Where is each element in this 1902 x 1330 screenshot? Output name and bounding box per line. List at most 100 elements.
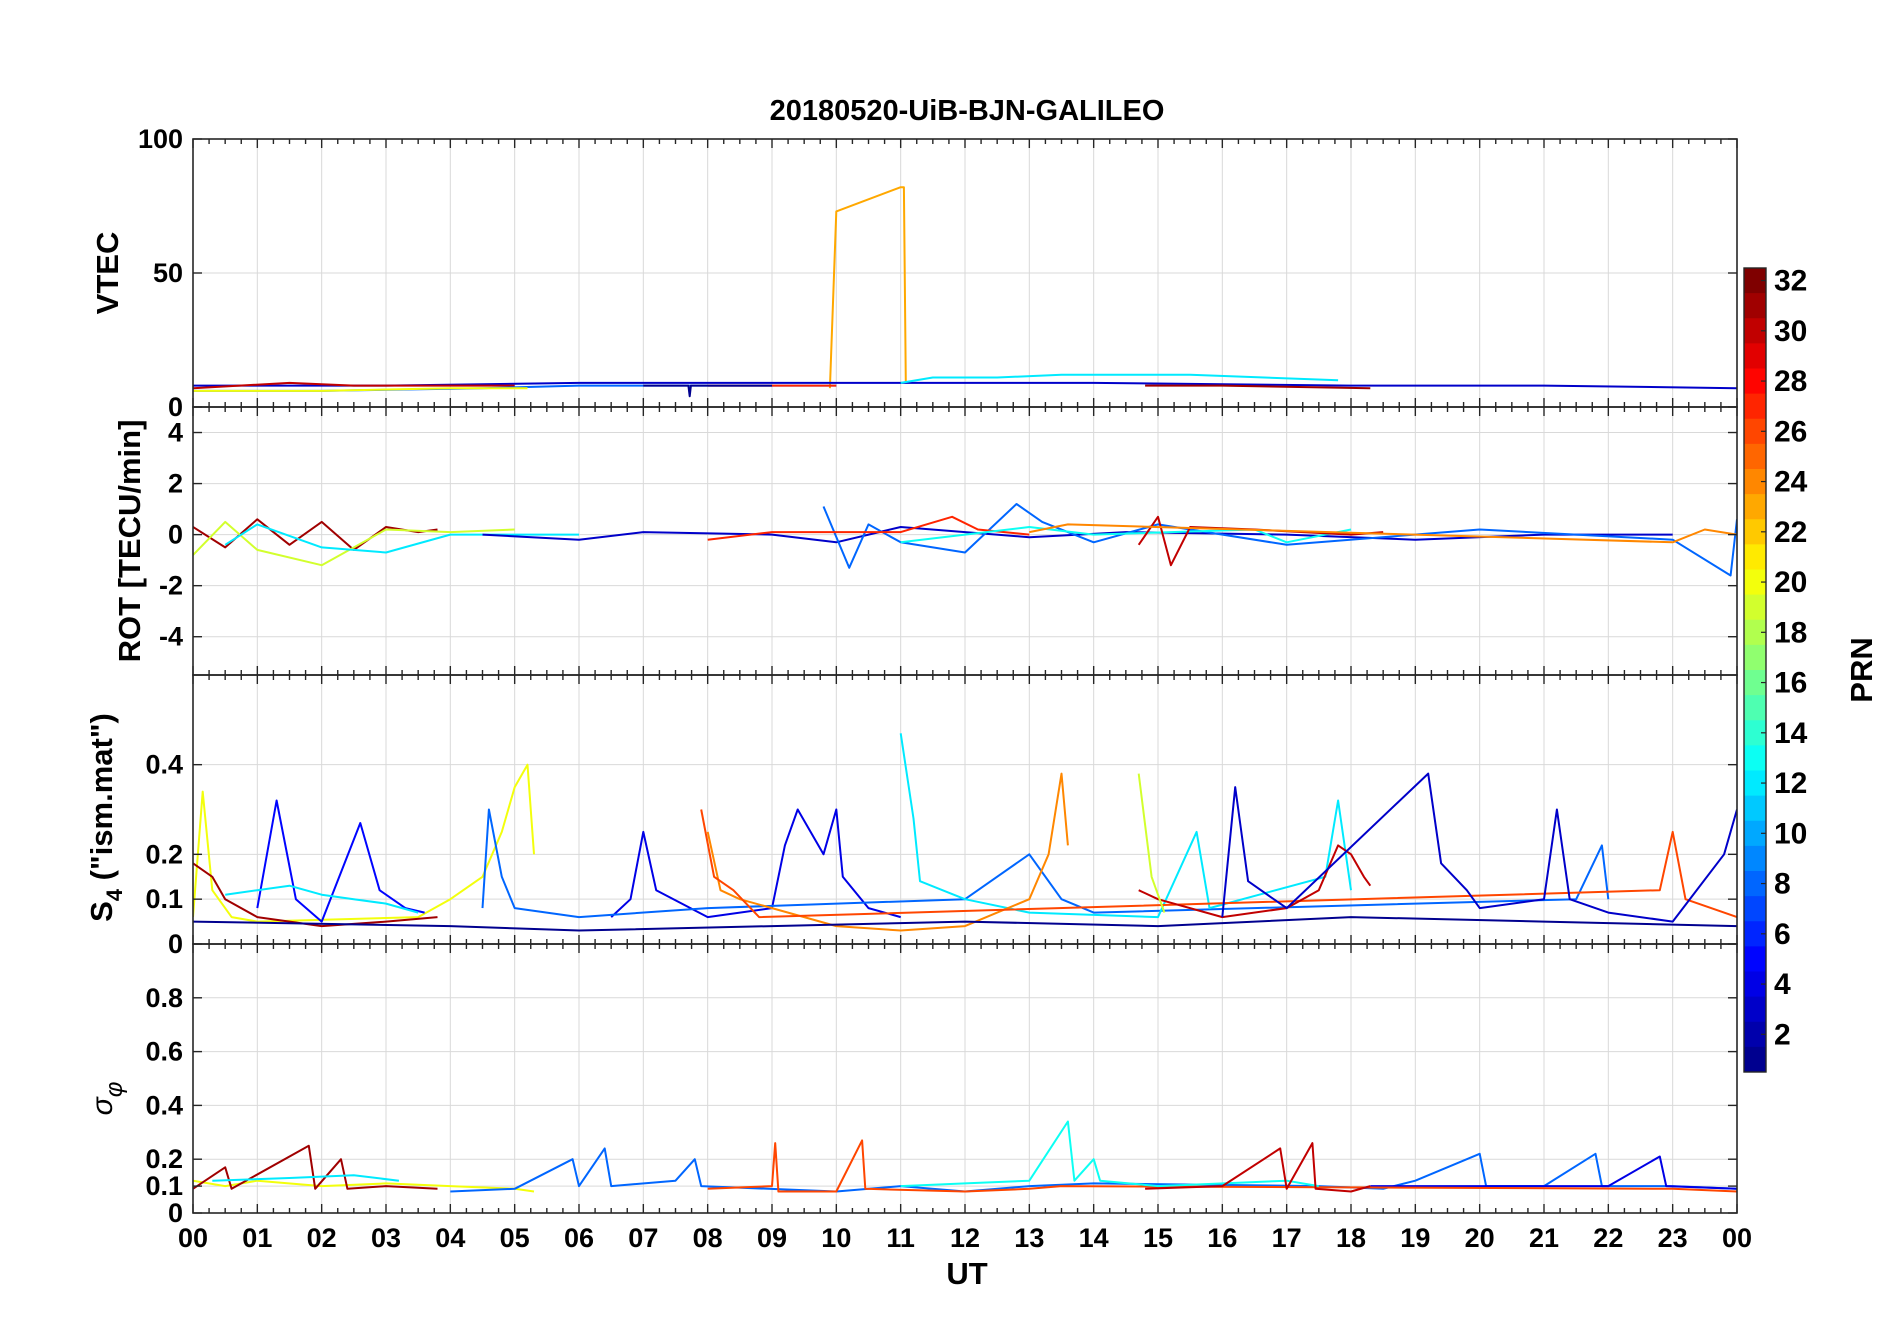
sigma_phi-series-group <box>193 1120 1737 1193</box>
series-prn-19 <box>1137 773 1166 913</box>
rot-ticks <box>192 407 1738 675</box>
series-prn-30 <box>1145 1142 1371 1193</box>
colorbar-band <box>1744 594 1766 621</box>
y-tick-label: 0.4 <box>145 1090 183 1120</box>
x-tick-label: 14 <box>1079 1223 1109 1253</box>
vtec-series-group <box>193 186 1737 398</box>
x-tick-label: 12 <box>950 1223 980 1253</box>
colorbar-tick-label: 4 <box>1774 968 1791 1001</box>
series-prn-31 <box>193 862 438 928</box>
x-tick-label: 05 <box>500 1223 530 1253</box>
colorbar-band <box>1744 996 1766 1023</box>
series-prn-12 <box>900 373 1339 384</box>
x-tick-label: 16 <box>1207 1223 1237 1253</box>
series-prn-5 <box>256 799 425 923</box>
series-prn-30 <box>1138 844 1372 919</box>
colorbar-tick-label: 20 <box>1774 566 1807 599</box>
colorbar-band <box>1744 494 1766 520</box>
s4-ticks <box>192 675 1738 945</box>
colorbar-band <box>1744 720 1766 746</box>
x-tick-label: 08 <box>693 1223 723 1253</box>
series-prn-12 <box>224 523 579 554</box>
x-tick-label: 19 <box>1400 1223 1430 1253</box>
colorbar-tick-label: 2 <box>1774 1018 1791 1051</box>
colorbar-band <box>1744 443 1766 470</box>
y-tick-label: 0 <box>168 929 183 959</box>
y-tick-label: 100 <box>138 124 183 154</box>
series-prn-24 <box>706 772 1069 932</box>
colorbar-tick-label: 16 <box>1774 667 1807 700</box>
panel-rot: -4 -2 0 2 4 ROT [TECU/min] <box>112 406 1738 676</box>
colorbar-tick-label: 6 <box>1774 918 1791 951</box>
colorbar-tick-label: 14 <box>1774 717 1808 750</box>
colorbar-band <box>1744 418 1766 445</box>
colorbar-tick-label: 30 <box>1774 315 1807 348</box>
y-tick-label: 0.1 <box>145 884 183 914</box>
x-tick-label: 17 <box>1272 1223 1302 1253</box>
y-tick-label: 0.1 <box>145 1171 183 1201</box>
x-tick-label: 00 <box>178 1223 208 1253</box>
colorbar-tick-label: 24 <box>1774 466 1808 499</box>
series-prn-12 <box>225 884 419 914</box>
colorbar-band <box>1744 871 1766 897</box>
y-tick-label: 0 <box>168 1198 183 1228</box>
chart-title: 20180520-UiB-BJN-GALILEO <box>770 95 1165 127</box>
colorbar-band <box>1744 820 1766 847</box>
colorbar-tick-label: 18 <box>1774 616 1807 649</box>
x-tick-label: 00 <box>1722 1223 1752 1253</box>
series-prn-13 <box>900 526 1352 544</box>
colorbar-band <box>1744 1021 1766 1048</box>
series-prn-20 <box>193 387 528 392</box>
panel-vtec: 0 50 100 VTEC <box>90 124 1738 422</box>
series-prn-26 <box>700 809 1737 919</box>
panel-sigma_phi: 00.10.2 0.4 0.6 0.8 σφ <box>86 943 1738 1228</box>
y-tick-label: 4 <box>168 418 183 448</box>
series-prn-19 <box>193 520 515 567</box>
y-tick-label: -2 <box>159 571 183 601</box>
colorbar-band <box>1744 845 1766 872</box>
colorbar-frame <box>1743 267 1767 1073</box>
series-prn-4 <box>1370 1155 1737 1190</box>
colorbar-band <box>1744 469 1766 495</box>
series-prn-13 <box>900 1120 1319 1188</box>
colorbar-band <box>1744 946 1766 972</box>
y-tick-label: 0.8 <box>145 983 183 1013</box>
colorbar-tick-label: 28 <box>1774 365 1807 398</box>
y-tick-label: 0 <box>168 392 183 422</box>
series-prn-3 <box>1221 772 1737 923</box>
vtec-grid <box>193 139 1737 407</box>
colorbar-band <box>1744 343 1766 369</box>
series-prn-12 <box>212 1174 400 1182</box>
colorbar-band <box>1744 1046 1766 1073</box>
colorbar-band <box>1744 393 1766 420</box>
y-axis-label-sigma-phi: σφ <box>86 1082 128 1116</box>
y-tick-label: 0.4 <box>145 750 183 780</box>
colorbar-band <box>1744 921 1766 947</box>
vtec-ticks <box>192 138 1738 408</box>
series-prn-24 <box>1029 523 1737 544</box>
series-prn-3 <box>482 526 1673 544</box>
rot-series-group <box>193 503 1737 577</box>
colorbar-band <box>1744 544 1766 570</box>
y-tick-label: 0.2 <box>145 1144 183 1174</box>
colorbar-band <box>1744 519 1766 545</box>
colorbar-tick-label: 10 <box>1774 817 1807 850</box>
colorbar-band <box>1744 971 1766 998</box>
colorbar-band <box>1744 795 1766 822</box>
colorbar-tick-label: 8 <box>1774 868 1791 901</box>
x-tick-label: 18 <box>1336 1223 1366 1253</box>
x-tick-label: 22 <box>1593 1223 1623 1253</box>
panel-s4: 0 0.1 0.2 0.4 S4 ("ism.mat") <box>84 674 1738 959</box>
x-tick-label: 02 <box>307 1223 337 1253</box>
x-tick-label: 07 <box>628 1223 658 1253</box>
colorbar-band <box>1744 695 1766 721</box>
sigma_phi-grid <box>193 944 1737 1213</box>
series-prn-31 <box>1145 384 1371 390</box>
series-prn-8 <box>450 1147 1737 1193</box>
colorbar-band <box>1744 644 1766 671</box>
series-prn-30 <box>193 381 515 390</box>
colorbar-band <box>1744 770 1766 797</box>
